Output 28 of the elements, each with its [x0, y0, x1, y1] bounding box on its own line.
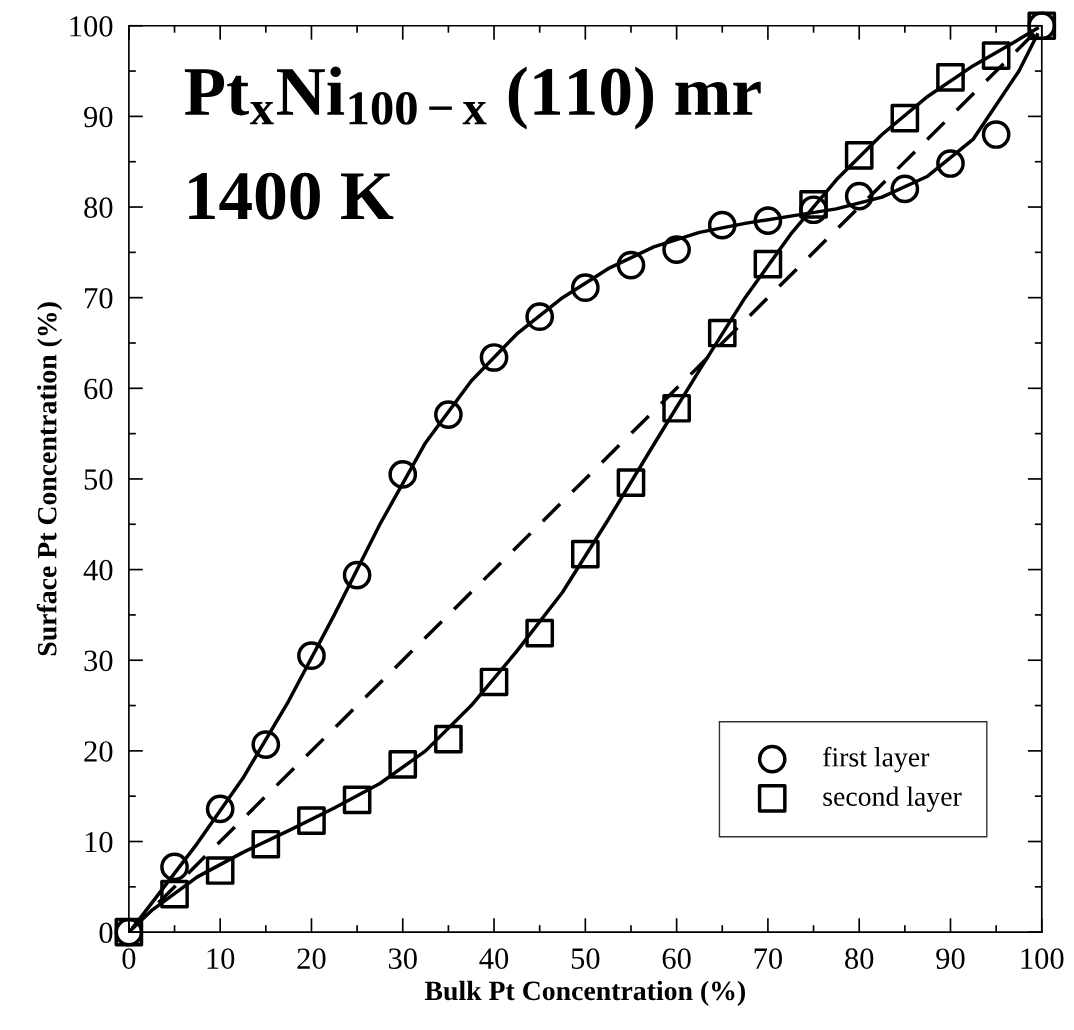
y-tick-label: 80	[84, 197, 113, 218]
x-tick-label: 80	[845, 948, 874, 969]
x-tick-label: 60	[662, 948, 691, 969]
y-tick-label: 50	[84, 469, 113, 490]
annotation: Pt$_{x}$Ni$_{100−x}$ (110) mr	[184, 66, 761, 130]
y-tick-label: 30	[84, 650, 113, 672]
y-tick-label: 100	[70, 16, 113, 37]
x-tick-label: 90	[936, 948, 965, 969]
y-tick-label: 20	[84, 741, 113, 762]
x-tick-label: 30	[388, 948, 417, 969]
x-tick-label: 10	[207, 948, 235, 969]
annotation: 1400 K	[189, 172, 394, 220]
x-tick-label: 50	[571, 948, 600, 969]
y-tick-label: 10	[85, 831, 113, 853]
x-tick-label: 70	[754, 948, 783, 969]
y-tick-label: 40	[83, 559, 113, 581]
y-axis-title: Surface Pt Concentration (%)	[36, 302, 63, 656]
legend-label: second layer	[823, 786, 962, 812]
x-tick-label: 100	[1021, 948, 1064, 969]
y-tick-label: 70	[85, 287, 113, 309]
x-tick-label: 0	[122, 948, 136, 969]
x-tick-label: 40	[479, 948, 509, 969]
x-tick-label: 20	[297, 948, 326, 969]
y-tick-label: 0	[99, 922, 113, 944]
legend-label: first layer	[823, 746, 930, 773]
x-axis-title: Bulk Pt Concentration (%)	[424, 980, 745, 1006]
y-tick-label: 90	[84, 106, 113, 128]
y-tick-label: 60	[84, 378, 113, 400]
